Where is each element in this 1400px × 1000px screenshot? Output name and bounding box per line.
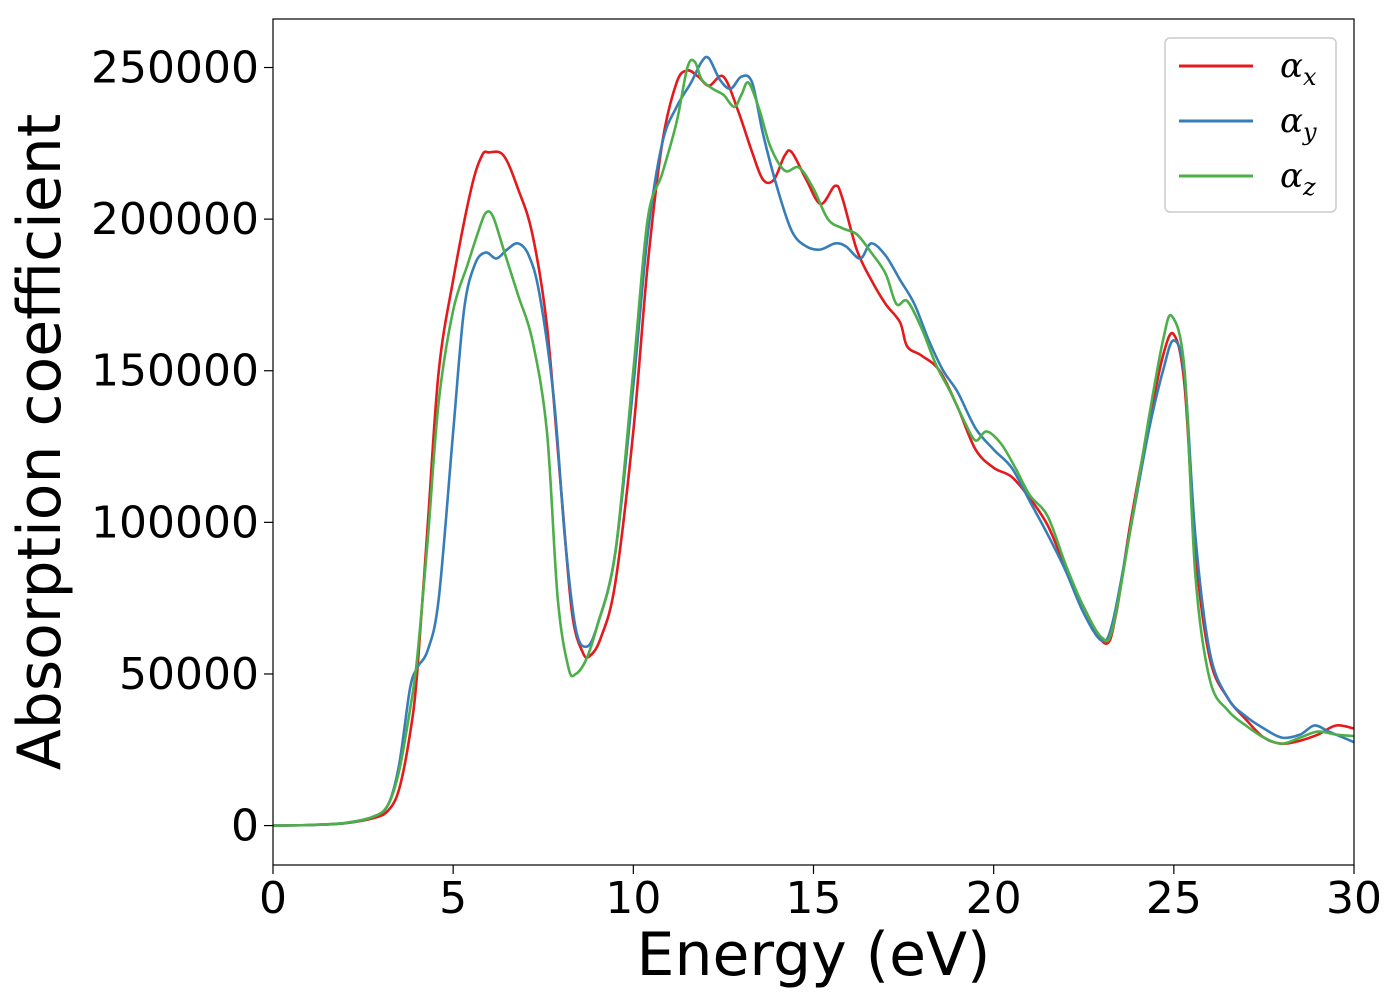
x-tick-label: 0 xyxy=(259,873,287,924)
x-tick-label: 20 xyxy=(966,873,1022,924)
y-tick-label: 50000 xyxy=(119,649,259,700)
series-line-y xyxy=(272,55,1355,827)
x-tick-label: 5 xyxy=(439,873,467,924)
x-axis-label: Energy (eV) xyxy=(637,920,991,990)
y-tick-label: 0 xyxy=(231,801,259,852)
x-axis-ticks: 0 5 10 15 20 25 30 xyxy=(259,865,1382,924)
legend-box xyxy=(1164,37,1337,213)
y-tick-label: 150000 xyxy=(91,346,259,397)
y-tick-label: 200000 xyxy=(91,194,259,245)
x-tick-label: 15 xyxy=(786,873,842,924)
y-tick-label: 100000 xyxy=(91,497,259,548)
y-tick-label: 250000 xyxy=(91,43,259,94)
y-axis-ticks: 0 50000 100000 150000 200000 250000 xyxy=(91,43,273,852)
x-tick-label: 25 xyxy=(1146,873,1202,924)
y-axis-label: Absorption coefficient xyxy=(5,114,75,771)
series-lines xyxy=(272,55,1355,827)
x-tick-label: 10 xyxy=(605,873,661,924)
x-tick-label: 30 xyxy=(1326,873,1382,924)
series-line-z xyxy=(272,58,1355,827)
